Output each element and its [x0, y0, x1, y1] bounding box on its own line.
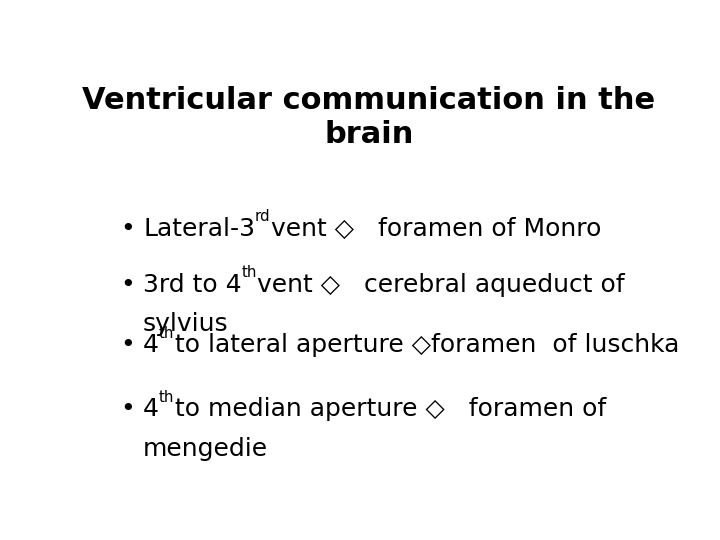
Text: sylvius: sylvius — [143, 312, 229, 336]
Text: •: • — [121, 217, 135, 240]
Text: vent ◇   foramen of Monro: vent ◇ foramen of Monro — [271, 217, 601, 240]
Text: mengedie: mengedie — [143, 437, 268, 461]
Text: 4: 4 — [143, 333, 159, 357]
Text: 3rd to 4: 3rd to 4 — [143, 273, 242, 296]
Text: vent ◇   cerebral aqueduct of: vent ◇ cerebral aqueduct of — [257, 273, 625, 296]
Text: •: • — [121, 273, 135, 296]
Text: to lateral aperture ◇foramen  of luschka: to lateral aperture ◇foramen of luschka — [174, 333, 679, 357]
Text: •: • — [121, 333, 135, 357]
Text: rd: rd — [255, 209, 271, 224]
Text: th: th — [159, 326, 174, 341]
Text: to median aperture ◇   foramen of: to median aperture ◇ foramen of — [174, 397, 606, 421]
Text: Lateral-3: Lateral-3 — [143, 217, 255, 240]
Text: •: • — [121, 397, 135, 421]
Text: 4: 4 — [143, 397, 159, 421]
Text: th: th — [159, 390, 174, 405]
Text: th: th — [242, 265, 257, 280]
Text: Ventricular communication in the
brain: Ventricular communication in the brain — [82, 85, 656, 150]
